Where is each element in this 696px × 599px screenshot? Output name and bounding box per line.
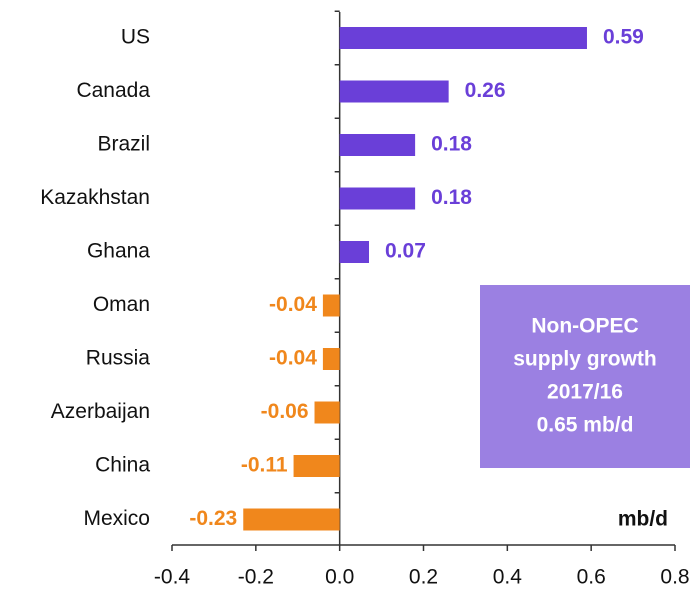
- bar: [339, 27, 587, 49]
- value-label: 0.18: [431, 186, 472, 209]
- annotation-text: 2017/16: [547, 381, 623, 404]
- category-label: China: [95, 454, 150, 477]
- value-label: -0.04: [269, 347, 317, 370]
- x-tick-label: 0.4: [493, 566, 523, 589]
- bar: [322, 294, 340, 317]
- bar: [314, 401, 340, 424]
- category-label: Azerbaijan: [51, 400, 150, 423]
- bar: [339, 80, 449, 103]
- category-label: Ghana: [87, 240, 150, 263]
- value-label: -0.04: [269, 293, 317, 316]
- value-label: 0.07: [385, 240, 426, 263]
- value-label: 0.18: [431, 133, 472, 156]
- bar: [339, 134, 416, 156]
- x-axis-label: mb/d: [618, 508, 668, 531]
- value-label: 0.26: [465, 79, 506, 102]
- x-tick-label: 0.2: [409, 566, 438, 589]
- value-label: -0.06: [261, 400, 309, 423]
- x-tick-label: -0.2: [238, 566, 274, 589]
- x-tick-label: 0.8: [660, 566, 689, 589]
- category-label: Canada: [76, 79, 150, 102]
- x-tick-label: -0.4: [154, 566, 191, 589]
- annotation-box: [480, 285, 690, 468]
- annotation-text: supply growth: [513, 348, 657, 371]
- bar: [322, 348, 340, 370]
- bar: [339, 241, 370, 263]
- category-label: Brazil: [97, 133, 150, 156]
- category-label: Oman: [93, 293, 150, 316]
- x-tick-label: 0.0: [325, 566, 354, 589]
- category-label: US: [121, 26, 150, 49]
- value-label: -0.23: [189, 507, 237, 530]
- value-label: 0.59: [603, 26, 644, 49]
- x-tick-label: 0.6: [577, 566, 606, 589]
- bar: [293, 455, 340, 477]
- value-label: -0.11: [241, 454, 288, 477]
- bar: [339, 187, 416, 210]
- annotation-text: 0.65 mb/d: [537, 414, 634, 437]
- category-label: Kazakhstan: [40, 186, 150, 209]
- category-label: Mexico: [83, 507, 150, 530]
- bar: [243, 508, 340, 531]
- category-label: Russia: [86, 347, 151, 370]
- annotation-text: Non-OPEC: [531, 315, 638, 338]
